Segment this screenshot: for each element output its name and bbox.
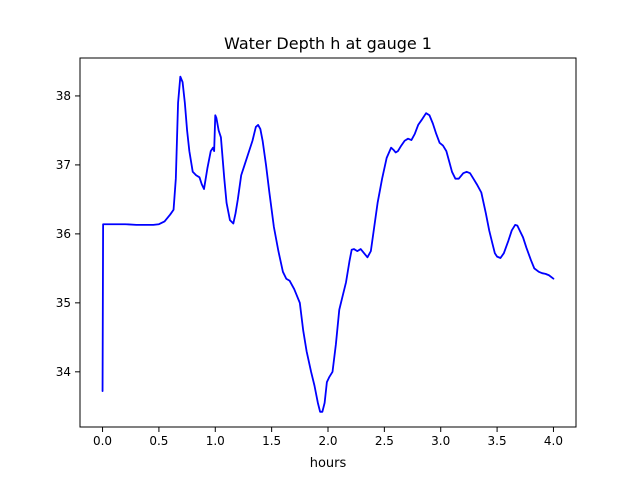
x-axis-label: hours [310,456,347,471]
y-tick-label: 34 [56,365,71,379]
x-tick-label: 1.5 [262,434,281,448]
y-tick-label: 38 [56,89,71,103]
x-tick-label: 3.0 [431,434,450,448]
x-tick-label: 4.0 [544,434,563,448]
x-tick-label: 2.5 [375,434,394,448]
y-tick-label: 36 [56,227,71,241]
x-tick-label: 0.0 [93,434,112,448]
x-axis: 0.0 0.5 1.0 1.5 2.0 2.5 3.0 3.5 4.0 [93,427,563,448]
series-line [101,75,555,413]
y-axis: 34 35 36 37 38 [56,89,80,379]
chart-title: Water Depth h at gauge 1 [224,34,432,53]
x-tick-label: 0.5 [149,434,168,448]
y-tick-label: 37 [56,158,71,172]
y-tick-label: 35 [56,296,71,310]
x-tick-label: 1.0 [206,434,225,448]
x-tick-label: 2.0 [318,434,337,448]
x-tick-label: 3.5 [488,434,507,448]
